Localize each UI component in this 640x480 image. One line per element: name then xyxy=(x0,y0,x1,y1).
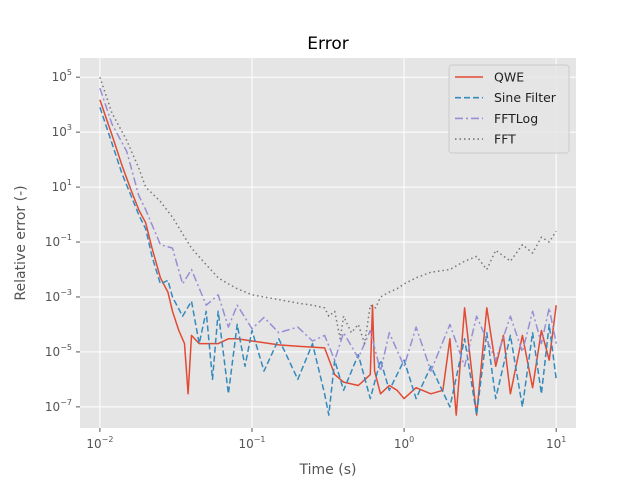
y-tick-base: 10 xyxy=(45,235,60,249)
x-tick-base: 10 xyxy=(546,437,561,451)
y-tick-label: 101 xyxy=(52,178,72,194)
y-tick-label: 10−7 xyxy=(45,398,72,414)
x-tick-label: 101 xyxy=(546,435,566,451)
y-tick-label: 10−5 xyxy=(45,343,72,359)
legend: QWE Sine Filter FFTLog FFT xyxy=(448,64,570,154)
legend-label: FFT xyxy=(494,132,516,147)
chart-title: Error xyxy=(307,34,348,54)
y-tick-exponent: −3 xyxy=(60,288,72,297)
y-tick-label: 103 xyxy=(52,123,72,139)
x-axis-label: Time (s) xyxy=(299,462,357,478)
y-tick-exponent: −7 xyxy=(60,398,72,407)
y-tick-exponent: −5 xyxy=(60,343,72,352)
series-line-1 xyxy=(99,107,557,416)
x-tick-exponent: −2 xyxy=(102,435,114,444)
y-tick-label: 105 xyxy=(52,68,72,84)
x-tick-base: 10 xyxy=(238,437,253,451)
y-tick-base: 10 xyxy=(45,290,60,304)
y-tick-exponent: 1 xyxy=(67,178,72,187)
series-line-3 xyxy=(99,76,557,345)
x-tick-exponent: −1 xyxy=(254,435,266,444)
y-tick-base: 10 xyxy=(45,400,60,414)
x-tick-label: 10−2 xyxy=(86,435,113,451)
legend-box xyxy=(448,64,570,154)
series-line-2 xyxy=(99,87,557,372)
y-tick-label: 10−1 xyxy=(45,233,72,249)
series-line-0 xyxy=(99,99,557,416)
x-tick-base: 10 xyxy=(394,437,409,451)
legend-label: QWE xyxy=(494,70,524,85)
x-tick-exponent: 1 xyxy=(561,435,566,444)
y-tick-exponent: 5 xyxy=(67,68,72,77)
x-tick-exponent: 0 xyxy=(409,435,414,444)
x-tick-label: 100 xyxy=(394,435,414,451)
series-layer xyxy=(99,76,557,416)
legend-label: Sine Filter xyxy=(494,90,557,105)
x-tick-base: 10 xyxy=(86,437,101,451)
legend-label: FFTLog xyxy=(494,111,538,126)
y-axis-label: Relative error (-) xyxy=(13,185,29,300)
grid-lines xyxy=(80,58,576,428)
y-tick-base: 10 xyxy=(52,70,67,84)
y-tick-base: 10 xyxy=(52,180,67,194)
y-tick-exponent: −1 xyxy=(60,233,72,242)
y-tick-exponent: 3 xyxy=(67,123,72,132)
y-tick-base: 10 xyxy=(45,345,60,359)
y-tick-base: 10 xyxy=(52,125,67,139)
y-tick-label: 10−3 xyxy=(45,288,72,304)
x-tick-label: 10−1 xyxy=(238,435,265,451)
